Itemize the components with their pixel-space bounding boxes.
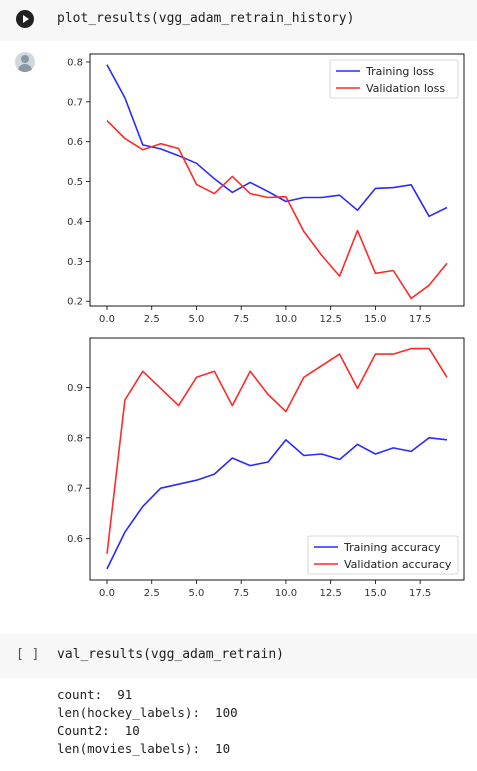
output-line: len(movies_labels): 10 [57, 741, 231, 756]
x-tick-label: 15.0 [364, 314, 386, 325]
legend-label: Training accuracy [343, 541, 441, 554]
code-cell-2[interactable] [0, 634, 477, 678]
y-tick-label: 0.6 [67, 137, 83, 148]
output-line: Count2: 10 [57, 723, 140, 738]
x-tick-label: 0.0 [99, 314, 115, 325]
x-tick-label: 7.5 [233, 588, 249, 599]
series-line [106, 347, 448, 554]
y-tick-label: 0.7 [67, 484, 83, 495]
x-tick-label: 2.5 [144, 588, 160, 599]
y-tick-label: 0.7 [67, 97, 83, 108]
x-tick-label: 12.5 [320, 314, 342, 325]
x-tick-label: 10.0 [275, 588, 297, 599]
x-tick-label: 17.5 [409, 314, 431, 325]
series-line [106, 120, 448, 300]
legend-label: Training loss [365, 65, 434, 78]
y-tick-label: 0.4 [67, 217, 83, 228]
x-tick-label: 17.5 [409, 588, 431, 599]
x-tick-label: 15.0 [364, 588, 386, 599]
code-cell-1[interactable] [0, 0, 477, 41]
legend-label: Validation loss [366, 82, 445, 95]
legend-box [307, 535, 459, 575]
series-line [106, 436, 448, 570]
y-tick-label: 0.8 [67, 433, 83, 444]
x-tick-label: 5.0 [189, 588, 205, 599]
y-tick-label: 0.6 [67, 534, 83, 545]
output-line: count: 91 [57, 687, 133, 702]
x-tick-label: 2.5 [144, 314, 160, 325]
y-tick-label: 0.5 [67, 177, 83, 188]
code-line[interactable]: plot_results(vgg_adam_retrain_history) [57, 11, 355, 26]
code-line[interactable]: val_results(vgg_adam_retrain) [57, 647, 284, 662]
cell-run-bracket[interactable]: [ ] [16, 647, 40, 662]
output-line: len(hockey_labels): 100 [57, 705, 238, 720]
y-tick-label: 0.9 [67, 383, 83, 394]
x-tick-label: 7.5 [233, 314, 249, 325]
run-cell-icon[interactable] [16, 10, 34, 28]
y-tick-label: 0.2 [67, 297, 83, 308]
x-tick-label: 5.0 [189, 314, 205, 325]
legend-box [329, 59, 459, 99]
x-tick-label: 0.0 [99, 588, 115, 599]
legend-label: Validation accuracy [344, 558, 452, 571]
y-tick-label: 0.8 [67, 57, 83, 68]
y-tick-label: 0.3 [67, 257, 83, 268]
x-tick-label: 10.0 [275, 314, 297, 325]
x-tick-label: 12.5 [320, 588, 342, 599]
output-avatar-icon[interactable] [15, 52, 35, 72]
